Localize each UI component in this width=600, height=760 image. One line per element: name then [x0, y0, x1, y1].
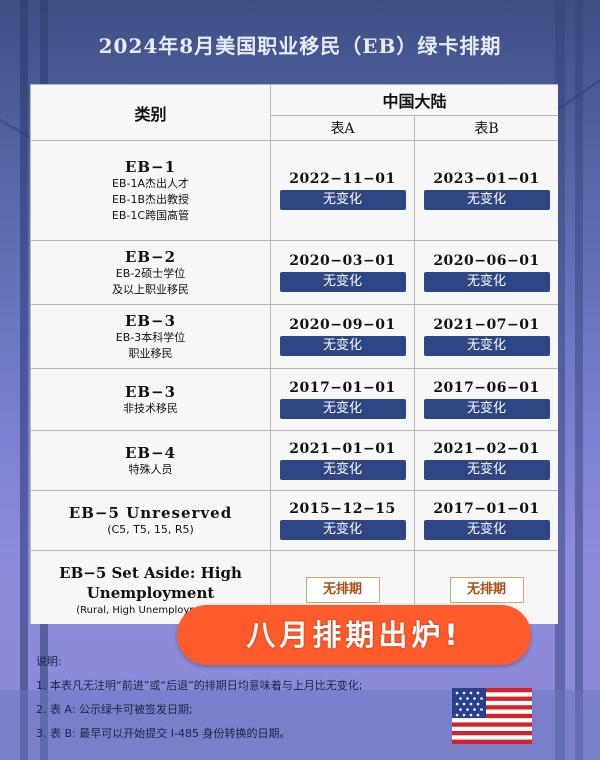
region-header: 中国大陆 [269, 84, 558, 116]
no-queue-badge: 无排期 [305, 577, 380, 603]
final-action-date: 2015−12−15 [289, 501, 396, 517]
filing-date: 2020−06−01 [433, 253, 540, 269]
category-sub: 职业移民 [128, 346, 173, 360]
date-cell-a: 2017−01−01 无变化 [270, 368, 415, 431]
category-cell: EB−2 EB-2硕士学位 及以上职业移民 [30, 240, 271, 305]
final-action-date: 2022−11−01 [289, 171, 396, 187]
category-sub: 非技术移民 [123, 401, 178, 415]
filing-date: 2017−01−01 [433, 501, 540, 517]
filing-date: 2017−06−01 [433, 380, 540, 396]
category-header: 类别 [30, 84, 271, 141]
status-badge: 无变化 [423, 190, 550, 210]
category-name: EB−3 [124, 382, 177, 401]
date-cell-b: 2021−07−01 无变化 [413, 304, 558, 369]
category-sub: 及以上职业移民 [112, 282, 189, 296]
us-flag-icon [452, 688, 532, 744]
table-row: EB−4 特殊人员 2021−01−01 无变化 2021−02−01 无变化 [30, 430, 558, 491]
table-row: EB−1 EB-1A杰出人才 EB-1B杰出教授 EB-1C跨国高管 2022−… [30, 140, 558, 241]
category-sub: EB-2硕士学位 [115, 266, 186, 280]
table-row: EB−5 Set Aside: High Unemployment (Rural… [30, 550, 558, 624]
status-badge: 无变化 [423, 460, 550, 480]
status-badge: 无变化 [423, 272, 550, 292]
no-queue-badge: 无排期 [449, 577, 524, 603]
status-badge: 无变化 [279, 460, 406, 480]
category-cell: EB−3 非技术移民 [30, 368, 271, 431]
status-badge: 无变化 [423, 399, 550, 419]
note-item: 1. 本表凡无注明“前进”或“后退”的排期日均意味着与上月比无变化; [36, 679, 363, 692]
category-name: EB−5 Set Aside: High Unemployment [59, 564, 242, 602]
category-name: EB−3 [124, 311, 177, 330]
category-name: EB−4 [124, 443, 177, 462]
date-cell-a: 2021−01−01 无变化 [270, 430, 415, 491]
category-sub: EB-3本科学位 [115, 330, 186, 344]
status-badge: 无变化 [279, 336, 406, 356]
status-badge: 无变化 [279, 190, 406, 210]
status-badge: 无变化 [423, 520, 550, 540]
date-cell-a: 2015−12−15 无变化 [270, 490, 415, 551]
category-cell: EB−5 Unreserved (C5, T5, 15, R5) [30, 490, 271, 551]
date-cell-a: 2022−11−01 无变化 [270, 140, 415, 241]
category-cell: EB−1 EB-1A杰出人才 EB-1B杰出教授 EB-1C跨国高管 [30, 140, 271, 241]
date-cell-a: 2020−09−01 无变化 [270, 304, 415, 369]
category-sub: EB-1A杰出人才 [112, 176, 189, 190]
category-sub: EB-1B杰出教授 [111, 192, 189, 206]
final-action-date: 2020−03−01 [289, 253, 396, 269]
notes-heading: 说明: [36, 655, 62, 668]
status-badge: 无变化 [279, 399, 406, 419]
col-b-header: 表B [413, 115, 558, 141]
col-a-header: 表A [270, 115, 415, 141]
date-cell-a: 2020−03−01 无变化 [270, 240, 415, 305]
status-badge: 无变化 [423, 336, 550, 356]
table-row: EB−3 EB-3本科学位 职业移民 2020−09−01 无变化 2021−0… [30, 304, 558, 369]
page-title: 2024年8月美国职业移民（EB）绿卡排期 [98, 34, 502, 58]
status-badge: 无变化 [279, 272, 406, 292]
note-item: 2. 表 A: 公示绿卡可被签发日期; [36, 703, 193, 716]
final-action-date: 2017−01−01 [289, 380, 396, 396]
table-row: EB−3 非技术移民 2017−01−01 无变化 2017−06−01 无变化 [30, 368, 558, 431]
status-badge: 无变化 [279, 520, 406, 540]
category-name: EB−5 Unreserved [68, 503, 233, 522]
table-row: EB−5 Unreserved (C5, T5, 15, R5) 2015−12… [30, 490, 558, 551]
filing-date: 2021−07−01 [433, 317, 540, 333]
category-cell: EB−4 特殊人员 [30, 430, 271, 491]
category-sub: (C5, T5, 15, R5) [107, 522, 194, 536]
date-cell-b: 2021−02−01 无变化 [413, 430, 558, 491]
date-cell-b: 2017−06−01 无变化 [413, 368, 558, 431]
category-name: EB−2 [124, 247, 177, 266]
table-row: EB−2 EB-2硕士学位 及以上职业移民 2020−03−01 无变化 202… [30, 240, 558, 305]
date-cell-b: 2023−01−01 无变化 [413, 140, 558, 241]
date-cell-b: 2017−01−01 无变化 [413, 490, 558, 551]
filing-date: 2023−01−01 [433, 171, 540, 187]
category-sub: (Rural, High Unemployment, I [76, 605, 225, 616]
date-cell-b: 2020−06−01 无变化 [413, 240, 558, 305]
notes: 说明: 1. 本表凡无注明“前进”或“后退”的排期日均意味着与上月比无变化; 2… [36, 650, 456, 746]
category-cell: EB−3 EB-3本科学位 职业移民 [30, 304, 271, 369]
category-name: EB−1 [124, 157, 177, 176]
filing-date: 2021−02−01 [433, 441, 540, 457]
final-action-date: 2020−09−01 [289, 317, 396, 333]
category-sub: EB-1C跨国高管 [111, 208, 190, 222]
category-sub: 特殊人员 [128, 462, 173, 476]
final-action-date: 2021−01−01 [289, 441, 396, 457]
note-item: 3. 表 B: 最早可以开始提交 I-485 身份转换的日期。 [36, 727, 291, 740]
announcement-sticker: 八月排期出炉! [177, 605, 531, 665]
visa-bulletin-table: 类别 中国大陆 表A 表B EB−1 EB-1A杰出人才 EB-1B杰出教授 E… [30, 84, 558, 624]
